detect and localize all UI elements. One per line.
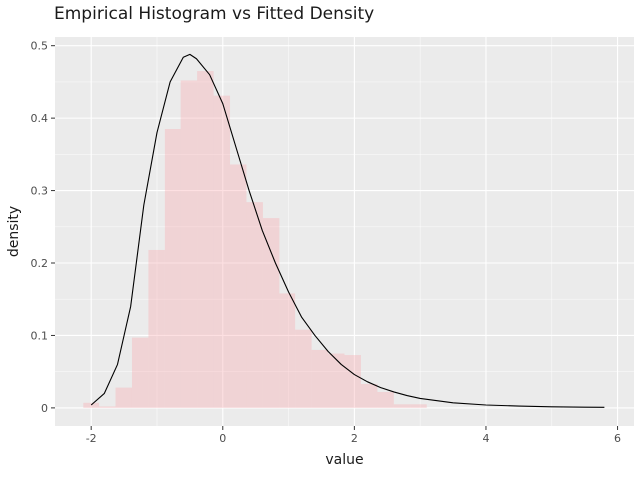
y-tick-label: 0 bbox=[41, 402, 48, 415]
y-tick-label: 0.4 bbox=[31, 112, 49, 125]
x-axis-title: value bbox=[325, 452, 363, 468]
x-tick-label: -2 bbox=[86, 432, 97, 445]
histogram-bars bbox=[83, 71, 427, 408]
x-tick-label: 2 bbox=[351, 432, 358, 445]
y-tick-label: 0.1 bbox=[31, 329, 49, 342]
histogram-bar bbox=[246, 202, 263, 408]
histogram-bar bbox=[83, 402, 100, 408]
histogram-bar bbox=[360, 383, 378, 408]
y-axis: 0 0.1 0.2 0.3 0.4 0.5 bbox=[31, 40, 55, 415]
x-tick-label: 6 bbox=[614, 432, 621, 445]
chart-title: Empirical Histogram vs Fitted Density bbox=[54, 4, 375, 24]
histogram-bar bbox=[230, 164, 247, 408]
x-tick-label: 0 bbox=[219, 432, 226, 445]
histogram-bar bbox=[377, 391, 394, 408]
histogram-bar bbox=[131, 337, 149, 408]
histogram-bar bbox=[279, 293, 296, 408]
histogram-bar bbox=[115, 387, 132, 408]
histogram-bar bbox=[213, 95, 231, 408]
histogram-bar bbox=[180, 80, 198, 408]
y-tick-label: 0.3 bbox=[31, 185, 49, 198]
histogram-bar bbox=[262, 218, 280, 408]
histogram-bar bbox=[197, 71, 214, 408]
x-tick-label: 4 bbox=[482, 432, 489, 445]
histogram-bar bbox=[344, 355, 361, 408]
minor-gridlines bbox=[55, 37, 634, 426]
histogram-bar bbox=[393, 404, 411, 408]
x-axis: -2 0 2 4 6 bbox=[86, 426, 621, 445]
y-tick-label: 0.5 bbox=[31, 40, 49, 53]
histogram-bar bbox=[328, 353, 345, 408]
plot-panel bbox=[55, 37, 634, 426]
density-line bbox=[90, 53, 605, 408]
histogram-bar bbox=[164, 128, 181, 408]
histogram-bar bbox=[295, 329, 312, 408]
histogram-bar bbox=[410, 404, 427, 408]
histogram-bar bbox=[311, 349, 329, 408]
y-axis-title: density bbox=[6, 206, 22, 257]
histogram-bar bbox=[148, 249, 165, 408]
y-tick-label: 0.2 bbox=[31, 257, 49, 270]
histogram-bar bbox=[99, 406, 116, 408]
major-gridlines bbox=[55, 37, 634, 426]
